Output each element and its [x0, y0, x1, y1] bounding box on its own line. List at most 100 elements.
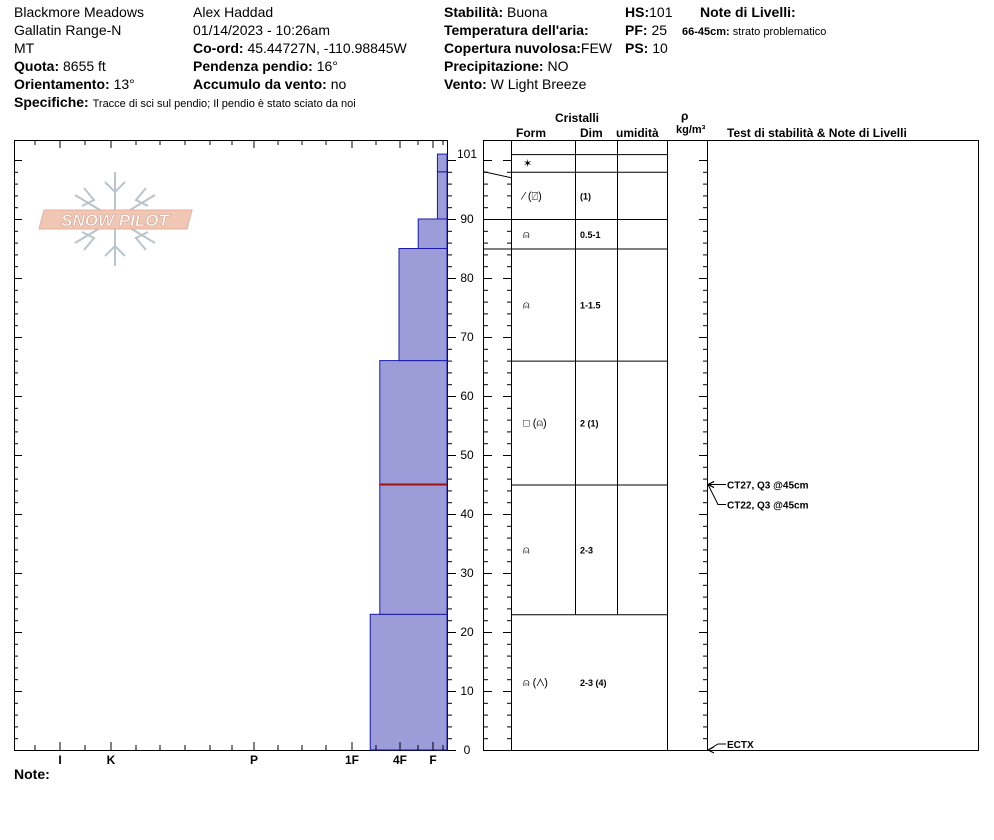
crystal-layer-rows: ⍝ (⋀) 2-3 (4) ⍝ 2-3 □ (⍝) 2 (1) ⍝ 1-1.5 ⍝ 0.5-1 ⁄ …	[483, 154, 667, 689]
accumulo-label: Accumulo da vento:	[193, 76, 327, 92]
stabilita-label: Stabilità:	[444, 4, 504, 20]
stability-test-leader	[707, 484, 726, 505]
coord-label: Co-ord:	[193, 40, 244, 56]
observation-datetime: 01/14/2023 - 10:26am	[193, 22, 330, 38]
stabilita-value: Buona	[507, 4, 548, 20]
hardness-plot-frame	[14, 140, 448, 751]
height-tick-label: 40	[460, 507, 474, 521]
hardness-tick-label: I	[58, 753, 61, 767]
height-tick-label: 10	[460, 684, 474, 698]
crystal-form-label: ✶	[523, 158, 532, 170]
crystal-size-label: (1)	[580, 191, 591, 201]
precip-label: Precipitazione:	[444, 58, 544, 74]
hardness-tick-label: 4F	[393, 753, 407, 767]
hardness-layer-bar	[436, 171, 448, 220]
density-unit-header: kg/m³	[676, 124, 706, 136]
vento-field: Vento: W Light Breeze	[444, 76, 586, 92]
vento-label: Vento:	[444, 76, 487, 92]
form-header: Form	[516, 126, 546, 140]
logo-text: SNOW PILOT	[61, 211, 170, 230]
cristalli-header: Cristalli	[555, 111, 600, 125]
hardness-layers	[369, 153, 448, 751]
note-livelli-text: strato problematico	[732, 26, 827, 38]
coord-value: 45.44727N, -110.98845W	[247, 40, 407, 56]
layer-connector-line	[483, 171, 512, 179]
hardness-layer-bar	[379, 360, 448, 486]
stabilita-field: Stabilità: Buona	[444, 4, 548, 20]
temp-label: Temperatura dell'aria:	[444, 22, 589, 38]
stability-test-label: CT27, Q3 @45cm	[727, 481, 809, 492]
pf-field: PF: 25	[625, 22, 667, 38]
hardness-layer-bar	[417, 218, 448, 249]
quota-field: Quota: 8655 ft	[14, 58, 106, 74]
umidita-header: umidità	[616, 126, 659, 140]
crystal-size-label: 2-3	[580, 545, 593, 555]
quota-label: Quota:	[14, 58, 60, 74]
pendenza-field: Pendenza pendio: 16°	[193, 58, 338, 74]
hardness-layer-bar	[398, 248, 448, 362]
stability-test-arrow	[706, 746, 715, 754]
nuvolosa-label: Copertura nuvolosa:	[444, 40, 581, 56]
accumulo-value: no	[330, 76, 347, 92]
crystal-form-label: ⁄ (⍁)	[520, 190, 542, 202]
height-tick-label: 70	[460, 330, 474, 344]
height-tick-label: 20	[460, 625, 474, 639]
tests-header: Test di stabilità & Note di Livelli	[727, 126, 907, 140]
crystal-form-label: ⍝ (⋀)	[523, 677, 548, 689]
crystal-form-label: ⍝	[523, 300, 530, 312]
height-tick-label: 90	[460, 212, 474, 226]
rho-header: ρ	[681, 109, 689, 123]
stability-test-label: CT22, Q3 @45cm	[727, 501, 809, 512]
nuvolosa-value: FEW	[580, 40, 613, 56]
pf-label: PF:	[625, 22, 648, 38]
crystal-size-label: 1-1.5	[580, 301, 601, 311]
specifiche-field: Specifiche: Tracce di sci sul pendio; Il…	[14, 94, 356, 112]
stability-test-label: ECTX	[727, 740, 754, 751]
note-label: Note:	[14, 766, 50, 782]
hardness-tick-label: 1F	[345, 753, 359, 767]
precip-value: NO	[547, 58, 569, 74]
hardness-layer-bar	[436, 153, 448, 173]
hardness-axis: I K P 1F 4F F	[34, 140, 444, 767]
snowpilot-logo: SNOW PILOT	[38, 172, 193, 266]
height-tick-label: 50	[460, 448, 474, 462]
hs-field: HS:101	[625, 4, 672, 20]
crystal-size-label: 2 (1)	[580, 419, 599, 429]
crystal-form-label: □ (⍝)	[523, 418, 547, 430]
hardness-layer-bar	[379, 484, 448, 615]
ps-field: PS: 10	[625, 40, 668, 56]
accumulo-field: Accumulo da vento: no	[193, 76, 346, 92]
stability-tests: CT27, Q3 @45cm CT22, Q3 @45cm ECTX	[706, 481, 809, 754]
crystal-form-label: ⍝	[523, 544, 530, 556]
hardness-layer-bar	[369, 613, 448, 751]
height-tick-label: 0	[464, 743, 471, 757]
crystal-table-frame	[483, 140, 979, 751]
height-axis: 0 10 20 30 40 50 60 70 80 90 101	[14, 147, 707, 757]
precip-field: Precipitazione: NO	[444, 58, 568, 74]
height-tick-label: 60	[460, 389, 474, 403]
hardness-tick-label: F	[429, 753, 436, 767]
quota-value: 8655 ft	[63, 58, 106, 74]
ps-value: 10	[652, 40, 668, 56]
orient-field: Orientamento: 13°	[14, 76, 135, 92]
hs-value: 101	[649, 4, 673, 20]
ps-label: PS:	[625, 40, 649, 56]
note-livelli-entry: 66-45cm: strato problematico	[682, 24, 826, 40]
crystal-size-label: 2-3 (4)	[580, 678, 607, 688]
crystal-form-label: ⍝	[523, 229, 530, 241]
note-livelli-label: Note di Livelli:	[700, 4, 796, 20]
coord-field: Co-ord: 45.44727N, -110.98845W	[193, 40, 407, 56]
stability-test-arrow	[706, 481, 715, 488]
pf-value: 25	[651, 22, 668, 38]
height-tick-label: 30	[460, 566, 474, 580]
height-tick-label: 80	[460, 271, 474, 285]
vento-value: W Light Breeze	[490, 76, 587, 92]
specifiche-value: Tracce di sci sul pendio; Il pendio è st…	[92, 98, 356, 110]
orient-value: 13°	[113, 76, 135, 92]
orient-label: Orientamento:	[14, 76, 110, 92]
note-livelli-range: 66-45cm:	[682, 26, 730, 38]
height-tick-label: 101	[457, 147, 477, 161]
pendenza-value: 16°	[316, 58, 338, 74]
hardness-tick-label: P	[250, 753, 258, 767]
crystal-size-label: 0.5-1	[580, 230, 601, 240]
